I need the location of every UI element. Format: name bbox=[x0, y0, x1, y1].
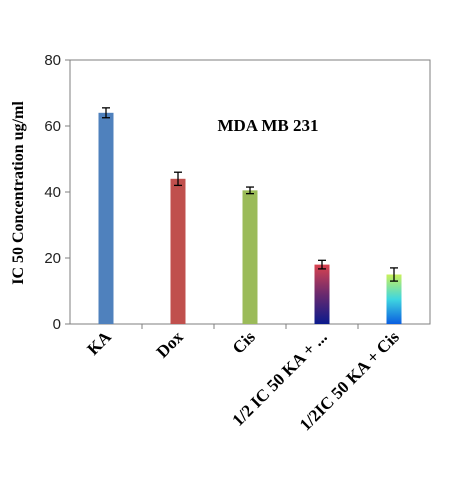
error-bar-5 bbox=[390, 267, 398, 282]
bar-2 bbox=[170, 178, 186, 324]
error-bar-4 bbox=[318, 259, 326, 270]
bar-1 bbox=[98, 112, 114, 324]
bar-5 bbox=[386, 274, 402, 324]
error-bar-1 bbox=[102, 107, 110, 119]
y-tick-label: 0 bbox=[53, 316, 61, 333]
y-axis-title: IC 50 Concentration ug/ml bbox=[10, 101, 27, 285]
y-tick-label: 20 bbox=[44, 250, 61, 267]
bar-4 bbox=[314, 264, 330, 324]
category-label: Dox bbox=[153, 327, 187, 361]
category-label: Cis bbox=[229, 327, 259, 357]
bar-3 bbox=[242, 190, 258, 324]
error-bar-3 bbox=[246, 186, 254, 195]
y-tick-label: 40 bbox=[44, 184, 61, 201]
y-tick-label: 80 bbox=[44, 52, 61, 69]
y-tick-label: 60 bbox=[44, 118, 61, 135]
chart-title: MDA MB 231 bbox=[217, 116, 318, 135]
category-label: KA bbox=[83, 327, 115, 359]
error-bar-2 bbox=[174, 171, 182, 187]
